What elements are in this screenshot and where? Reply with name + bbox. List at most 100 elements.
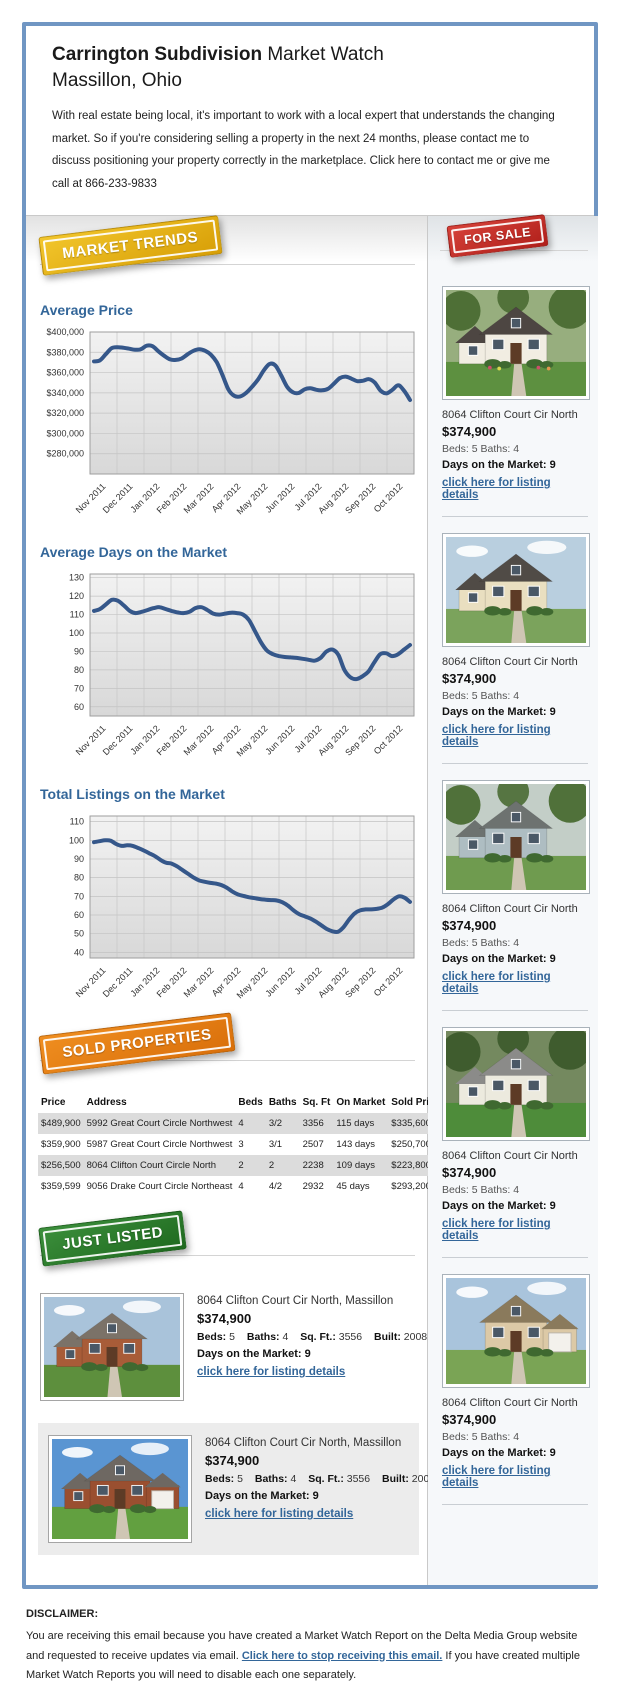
- listing-details-link[interactable]: click here for listing details: [442, 1464, 551, 1489]
- listing-price: $374,900: [442, 1164, 497, 1180]
- listing-address: 8064 Clifton Court Cir North, Massillon: [197, 1294, 394, 1307]
- market-trends-badge: MARKET TRENDS: [38, 215, 223, 276]
- svg-text:80: 80: [74, 665, 84, 675]
- card-divider: [442, 1256, 588, 1258]
- listing-details-link[interactable]: click here for listing details: [205, 1507, 354, 1520]
- baths-value: 4: [282, 1330, 289, 1343]
- cell-address: 8064 Clifton Court Circle North: [83, 1154, 236, 1176]
- listing-photo-frame[interactable]: [442, 779, 590, 894]
- cell-sqft: 2507: [302, 1138, 324, 1150]
- listing-address: 8064 Clifton Court Cir North: [442, 655, 578, 668]
- listing-address: 8064 Clifton Court Cir North: [442, 902, 578, 915]
- listing-photo-frame[interactable]: [442, 1273, 590, 1388]
- listing-photo-frame[interactable]: [442, 532, 590, 647]
- built-label: Built:: [382, 1472, 409, 1485]
- house-photo: [52, 1438, 188, 1539]
- col-header-address: Address: [86, 1096, 127, 1108]
- days-on-market: Days on the Market: 9: [442, 952, 556, 965]
- baths-label: Baths:: [254, 1472, 288, 1485]
- house-photo: [446, 783, 586, 890]
- listing-price: $374,900: [442, 423, 497, 439]
- cell-beds: 3: [238, 1138, 244, 1150]
- cell-price: $359,900: [41, 1138, 81, 1150]
- cell-beds: 2: [235, 1154, 266, 1176]
- sold-properties-badge-label: SOLD PROPERTIES: [42, 1016, 232, 1071]
- house-photo: [446, 536, 586, 643]
- svg-text:Jun 2012: Jun 2012: [263, 965, 296, 998]
- svg-text:$360,000: $360,000: [46, 368, 84, 378]
- listing-photo-frame[interactable]: [40, 1292, 184, 1401]
- baths-label: Baths:: [246, 1330, 280, 1343]
- cell-onmarket: 115 days: [333, 1112, 389, 1134]
- for-sale-column: FOR SALE 8064 Clifton Court Cir North $37…: [428, 214, 598, 1585]
- for-sale-badge: FOR SALE: [446, 214, 549, 258]
- unsubscribe-link[interactable]: Click here to stop receiving this email.: [241, 1649, 443, 1662]
- total-listings-heading: Total Listings on the Market: [40, 785, 225, 802]
- listing-beds-baths: Beds: 5 Baths: 4: [442, 1183, 520, 1196]
- svg-text:110: 110: [70, 610, 84, 620]
- svg-text:60: 60: [74, 702, 84, 712]
- cell-baths: 3/2: [265, 1112, 300, 1134]
- beds-value: 5: [237, 1472, 243, 1485]
- page-title: Carrington Subdivision Market Watch Mass…: [52, 42, 568, 93]
- cell-address: 5987 Great Court Circle Northwest: [86, 1138, 233, 1150]
- listing-details-link[interactable]: click here for listing details: [442, 476, 551, 501]
- listing-specs: Beds: 5 Baths: 4 Sq. Ft.: 3556 Built: 20…: [205, 1473, 444, 1485]
- svg-text:Mar 2012: Mar 2012: [182, 965, 216, 999]
- table-row: $489,900 5992 Great Court Circle Northwes…: [38, 1112, 444, 1134]
- city-state: Massillon, Ohio: [52, 69, 182, 91]
- cell-address: 9056 Drake Court Circle Northeast: [86, 1180, 233, 1192]
- svg-text:40: 40: [74, 947, 84, 957]
- average-days-heading: Average Days on the Market: [40, 543, 227, 560]
- days-on-market: Days on the Market: 9: [442, 705, 556, 718]
- sold-properties-badge: SOLD PROPERTIES: [38, 1012, 236, 1075]
- cell-price: $359,599: [41, 1180, 81, 1192]
- col-header-beds: Beds: [238, 1096, 263, 1108]
- for-sale-section-head: FOR SALE: [440, 214, 590, 270]
- svg-text:60: 60: [74, 910, 84, 920]
- cell-baths: 2: [265, 1154, 300, 1176]
- listing-details-link[interactable]: click here for listing details: [442, 970, 551, 995]
- intro-text: With real estate being local, it's impor…: [52, 110, 555, 190]
- sold-table-header-row: Price Address Beds Baths Sq. Ft On Marke…: [38, 1092, 443, 1113]
- listing-details-link[interactable]: click here for listing details: [442, 723, 551, 748]
- col-header-sqft: Sq. Ft: [302, 1096, 331, 1108]
- listing-beds-baths: Beds: 5 Baths: 4: [442, 1430, 520, 1443]
- beds-label: Beds:: [205, 1472, 235, 1485]
- table-row: $359,900 5987 Great Court Circle Northwes…: [38, 1134, 443, 1155]
- listing-photo-frame[interactable]: [442, 1026, 590, 1141]
- cell-onmarket: 143 days: [336, 1138, 375, 1150]
- listing-price: $374,900: [197, 1310, 252, 1326]
- for-sale-card: 8064 Clifton Court Cir North $374,900 Beds…: [442, 1273, 590, 1505]
- svg-text:70: 70: [74, 891, 84, 901]
- listing-details-link[interactable]: click here for listing details: [442, 1217, 551, 1242]
- col-header-baths: Baths: [268, 1096, 297, 1108]
- svg-text:Oct 2012: Oct 2012: [372, 481, 405, 514]
- listing-details-link[interactable]: click here for listing details: [197, 1365, 346, 1378]
- just-listed-item: 8064 Clifton Court Cir North, Massillon …: [40, 1292, 427, 1401]
- sqft-label: Sq. Ft.:: [308, 1472, 344, 1485]
- svg-text:70: 70: [74, 683, 84, 693]
- section-divider: [40, 263, 415, 265]
- just-listed-badge: JUST LISTED: [38, 1210, 188, 1267]
- listing-address: 8064 Clifton Court Cir North: [442, 1396, 578, 1409]
- listing-beds-baths: Beds: 5 Baths: 4: [442, 689, 520, 702]
- average-price-chart: $400,000 $380,000 $360,000 $340,000 $320,000…: [46, 327, 415, 516]
- section-divider: [40, 1254, 415, 1256]
- cell-onmarket: 109 days: [333, 1154, 389, 1176]
- for-sale-card: 8064 Clifton Court Cir North $374,900 Beds…: [442, 779, 590, 1011]
- days-on-market: Days on the Market: 9: [442, 1446, 556, 1459]
- days-on-market: Days on the Market: 9: [442, 1199, 556, 1212]
- baths-value: 4: [290, 1472, 297, 1485]
- house-photo: [44, 1296, 180, 1397]
- listing-photo-frame[interactable]: [48, 1434, 192, 1543]
- days-on-market: Days on the Market: 9: [442, 458, 556, 471]
- subdivision-name: Carrington Subdivision: [52, 44, 263, 65]
- listing-photo-frame[interactable]: [442, 285, 590, 400]
- listing-price: $374,900: [205, 1452, 260, 1468]
- house-photo: [446, 1277, 586, 1384]
- cell-baths: 4/2: [268, 1180, 283, 1192]
- svg-text:$300,000: $300,000: [46, 428, 84, 438]
